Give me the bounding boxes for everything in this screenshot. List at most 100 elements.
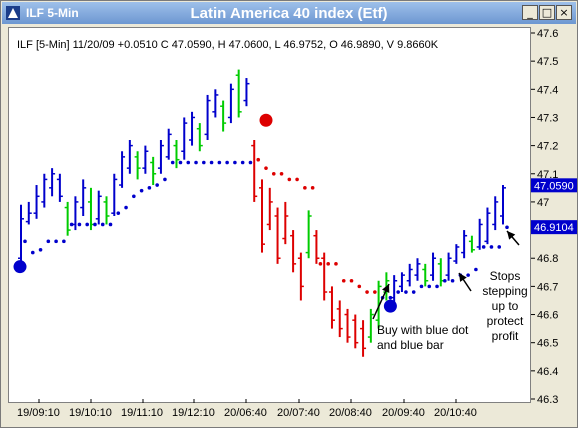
stop-dot — [178, 160, 183, 165]
stop-dot — [38, 247, 43, 252]
stop-price-label: 46.9104 — [531, 220, 577, 235]
ohlc-bar — [64, 201, 71, 236]
ohlc-bar — [476, 218, 483, 250]
stop-dot — [450, 278, 455, 283]
ohlc-bar — [126, 139, 133, 174]
ohlc-bar — [243, 78, 250, 107]
stop-dot — [411, 290, 416, 294]
stop-dot — [217, 160, 222, 165]
stop-dot — [147, 186, 152, 190]
stop-dot — [388, 295, 393, 300]
stop-dot — [505, 225, 509, 230]
title-bar[interactable]: ILF 5-Min Latin America 40 index (Etf) _… — [2, 2, 576, 24]
stops-annotation-arrow-2 — [506, 230, 520, 246]
x-tick-label: 20/06:40 — [224, 407, 267, 419]
stop-dot — [373, 290, 377, 294]
ohlc-bar — [266, 187, 273, 231]
ohlc-info-line: ILF [5-Min] 11/20/09 +0.0510 C 47.0590, … — [17, 39, 439, 51]
stop-dot — [349, 278, 354, 283]
stop-dot — [186, 160, 191, 165]
ohlc-bar — [430, 252, 437, 281]
minimize-button[interactable]: _ — [522, 5, 538, 20]
stop-dot — [303, 186, 307, 190]
ohlc-bar — [344, 308, 351, 343]
stops-annotation-arrow — [458, 272, 472, 292]
ohlc-bar — [33, 185, 40, 219]
ohlc-bar — [41, 173, 48, 208]
stop-dot — [427, 284, 432, 289]
y-tick-label: 47.5 — [537, 56, 558, 68]
y-tick-label: 47.2 — [537, 141, 558, 153]
stop-dot — [194, 160, 198, 165]
y-tick-label: 46.6 — [537, 310, 558, 322]
current-price-label-box — [531, 178, 577, 193]
stop-dot — [240, 160, 245, 165]
window-title: ILF 5-Min — [26, 6, 79, 20]
ohlc-bar — [18, 204, 24, 264]
stop-dot — [334, 262, 338, 266]
stop-dot — [326, 262, 330, 266]
x-tick-label: 19/09:10 — [17, 407, 60, 419]
y-tick-label: 46.8 — [537, 253, 558, 265]
stop-dot — [139, 188, 144, 193]
ohlc-bar — [274, 207, 281, 264]
ohlc-bar — [204, 94, 211, 140]
ohlc-bar — [290, 230, 297, 273]
ohlc-bar — [461, 230, 468, 259]
stop-dot — [474, 267, 478, 272]
stop-dot — [489, 245, 494, 249]
stop-dot — [481, 245, 486, 249]
ohlc-bar — [49, 168, 56, 197]
stop-dot — [497, 245, 502, 249]
ohlc-bar — [56, 173, 63, 202]
ohlc-bar — [150, 156, 157, 186]
ohlc-bar — [181, 117, 188, 160]
ohlc-bar — [492, 196, 499, 231]
stops-annotation-text: stepping — [482, 284, 527, 298]
ohlc-bar — [360, 320, 367, 357]
y-tick-label: 47.3 — [537, 112, 558, 124]
ohlc-bar — [422, 263, 429, 287]
buy-signal-dot — [383, 299, 397, 313]
stop-dot — [155, 183, 159, 187]
stop-dot — [93, 222, 97, 227]
stops-annotation-arrow-head — [459, 273, 467, 282]
stop-dot — [124, 205, 128, 210]
y-tick-label: 47 — [537, 197, 549, 209]
stop-dot — [116, 211, 121, 215]
stop-dot — [404, 290, 408, 294]
x-tick-label: 20/09:40 — [382, 407, 425, 419]
stop-dot — [357, 284, 362, 289]
stops-annotation-text: protect — [487, 314, 524, 328]
ohlc-bar — [80, 179, 87, 216]
stop-dot — [54, 239, 58, 244]
ohlc-bar — [251, 139, 258, 202]
x-tick-label: 19/12:10 — [172, 407, 215, 419]
stop-dot — [46, 239, 51, 244]
ohlc-bar — [196, 123, 203, 152]
ohlc-bar — [445, 252, 452, 281]
stops-annotation-text: profit — [492, 329, 519, 343]
stop-dot — [170, 160, 175, 165]
stop-dot — [108, 222, 113, 227]
ohlc-bar — [173, 139, 180, 169]
stop-dot — [233, 160, 237, 165]
ohlc-bar — [25, 201, 32, 225]
ohlc-bar — [437, 258, 444, 287]
ohlc-bar — [406, 263, 413, 287]
maximize-button[interactable]: □ — [539, 5, 555, 20]
stop-price-label-box — [531, 220, 577, 235]
ohlc-bar — [391, 275, 398, 304]
ohlc-bar — [220, 100, 227, 132]
ohlc-bar — [142, 145, 149, 174]
ohlc-bar — [165, 128, 172, 160]
y-tick-label: 47.1 — [537, 169, 558, 181]
ohlc-bar — [414, 258, 421, 281]
y-tick-label: 46.5 — [537, 338, 558, 350]
stop-dot — [396, 290, 400, 294]
close-button[interactable]: × — [556, 5, 572, 20]
stop-dot — [62, 239, 66, 244]
stop-dot — [163, 177, 167, 182]
ohlc-bar — [134, 151, 141, 180]
